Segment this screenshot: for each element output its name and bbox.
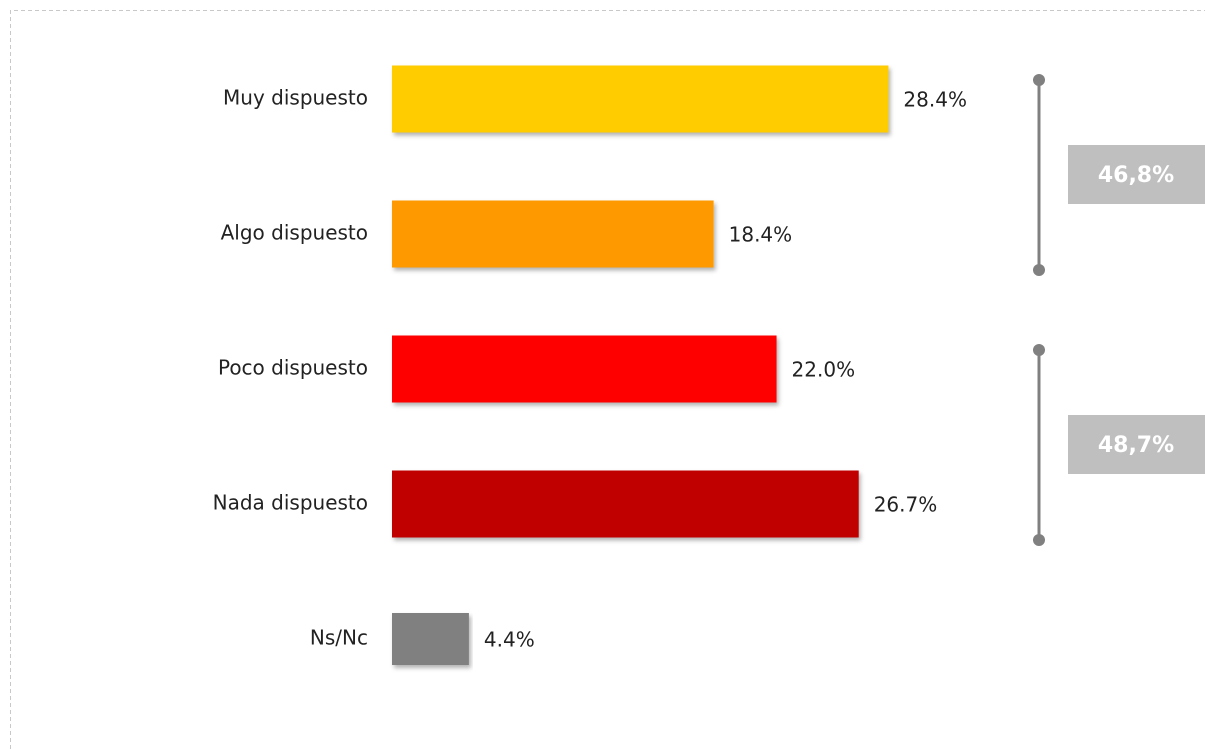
bar [392,470,859,538]
category-label: Ns/Nc [310,626,368,650]
bracket-end [1033,344,1045,356]
category-label: Algo dispuesto [221,221,368,245]
value-label: 18.4% [729,223,793,247]
total-box [1068,145,1205,204]
value-label: 4.4% [484,628,535,652]
bracket-end [1033,74,1045,86]
total-label: 46,8% [1098,163,1174,188]
total-label: 48,7% [1098,433,1174,458]
category-label: Nada dispuesto [213,491,368,515]
bar [392,65,889,133]
bracket-end [1033,534,1045,546]
value-label: 28.4% [903,88,967,112]
bracket-end [1033,264,1045,276]
value-label: 26.7% [874,493,938,517]
bar [392,613,469,665]
category-label: Poco dispuesto [218,356,368,380]
total-box [1068,415,1205,474]
bar [392,335,777,403]
value-label: 22.0% [792,358,856,382]
category-label: Muy dispuesto [223,86,368,110]
frame [10,10,1205,749]
bar [392,200,714,268]
